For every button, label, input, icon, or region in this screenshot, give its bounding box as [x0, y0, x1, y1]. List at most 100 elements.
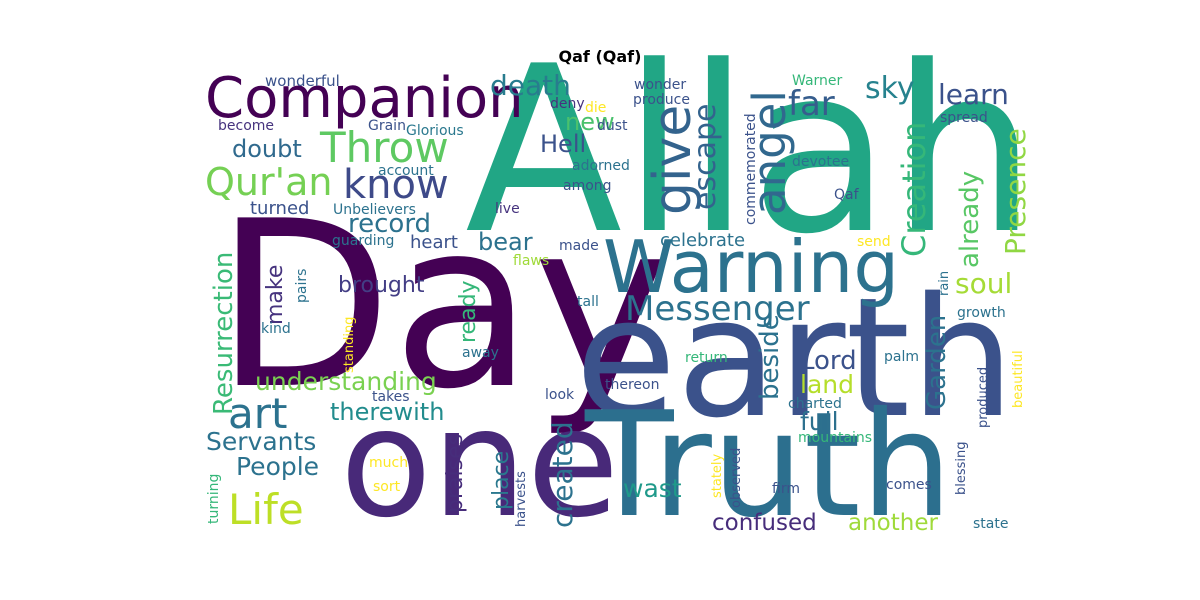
word-another: another	[848, 510, 938, 536]
word-tall: tall	[577, 294, 599, 310]
word-lord: Lord	[800, 346, 857, 376]
word-blessing: blessing	[954, 441, 969, 495]
word-earth: earth	[575, 262, 1015, 454]
word-spread: spread	[940, 110, 988, 126]
word-brought: brought	[338, 273, 425, 298]
word-confused: confused	[712, 510, 817, 536]
word-doubt: doubt	[232, 135, 302, 163]
word-sort: sort	[373, 479, 401, 495]
word-created: created	[546, 421, 579, 528]
word-sky: sky	[865, 71, 915, 106]
word-qaf: Qaf	[834, 187, 860, 203]
word-allah: Allah	[465, 18, 1037, 285]
word-made: made	[559, 238, 599, 254]
word-ready: ready	[456, 280, 481, 343]
word-warning: Warning	[603, 225, 899, 309]
word-away: away	[462, 345, 499, 361]
word-among: among	[563, 178, 612, 194]
word-hell: Hell	[540, 130, 586, 158]
word-land: land	[800, 370, 854, 399]
word-day: Day	[215, 173, 669, 440]
word-praises: praises	[443, 434, 468, 513]
word-produced: produced	[976, 367, 991, 428]
word-unbelievers: Unbelievers	[333, 202, 416, 218]
word-throw: Throw	[319, 123, 449, 172]
word-send: send	[857, 234, 891, 250]
word-qur-an: Qur'an	[205, 160, 332, 204]
word-glorious: Glorious	[406, 123, 464, 139]
word-takes: takes	[372, 389, 410, 405]
word-charted: charted	[788, 396, 842, 412]
word-return: return	[685, 350, 728, 366]
word-know: know	[343, 162, 449, 208]
word-observed: observed	[729, 448, 744, 508]
word-place: place	[489, 451, 514, 510]
word-comes: comes	[886, 477, 932, 493]
word-dust: dust	[597, 118, 628, 134]
word-thereon: thereon	[605, 377, 659, 393]
word-turning: turning	[206, 474, 222, 524]
word-wonder: wonder	[634, 77, 686, 93]
word-new: new	[565, 108, 615, 136]
word-commemorated: commemorated	[743, 113, 759, 225]
word-harvests: harvests	[514, 471, 529, 527]
word-truth: Truth	[584, 381, 953, 550]
word-guarding: guarding	[332, 233, 394, 249]
word-deny: deny	[550, 96, 585, 112]
word-people: People	[236, 452, 319, 481]
word-learn: learn	[938, 78, 1009, 111]
word-give: give	[643, 105, 703, 215]
word-pairs: pairs	[294, 269, 310, 303]
word-already: already	[955, 171, 985, 268]
word-life: Life	[228, 485, 304, 534]
word-heart: heart	[410, 232, 458, 253]
word-understanding: understanding	[255, 367, 437, 396]
word-presence: Presence	[999, 128, 1032, 255]
word-firm: firm	[772, 481, 800, 497]
word-companion: Companion	[205, 66, 524, 131]
word-flaws: flaws	[513, 253, 549, 269]
word-servants: Servants	[206, 427, 316, 456]
word-devotee: devotee	[792, 154, 849, 170]
word-produce: produce	[633, 92, 690, 108]
word-wast: wast	[623, 474, 682, 503]
word-kind: kind	[261, 321, 291, 337]
word-warner: Warner	[792, 73, 843, 89]
chart-title: Qaf (Qaf)	[558, 47, 642, 66]
word-die: die	[585, 100, 606, 116]
word-live: live	[495, 201, 520, 217]
word-beside: beside	[755, 314, 785, 400]
word-therewith: therewith	[330, 398, 444, 426]
word-stately: stately	[710, 453, 725, 498]
word-beautiful: beautiful	[1011, 350, 1026, 408]
word-record: record	[348, 209, 431, 239]
word-rain: rain	[937, 271, 952, 296]
word-much: much	[369, 455, 408, 471]
word-creation: Creation	[895, 122, 933, 257]
word-adorned: adorned	[572, 158, 630, 174]
word-art: art	[228, 389, 287, 438]
word-become: become	[218, 118, 274, 134]
word-angel: angel	[743, 90, 796, 215]
word-growth: growth	[957, 305, 1006, 321]
word-soul: soul	[955, 267, 1012, 300]
word-death: death	[490, 69, 571, 102]
word-state: state	[973, 516, 1008, 532]
word-resurrection: Resurrection	[209, 252, 239, 415]
word-celebrate: celebrate	[660, 230, 745, 251]
word-wonderful: wonderful	[265, 72, 340, 90]
word-standing: standing	[342, 317, 357, 373]
word-make: make	[263, 265, 288, 325]
word-garden: Garden	[922, 315, 952, 410]
word-turned: turned	[250, 198, 309, 219]
word-mountains: mountains	[798, 430, 872, 446]
word-messenger: Messenger	[625, 289, 810, 329]
word-grain: Grain	[368, 118, 406, 134]
word-account: account	[378, 163, 434, 179]
word-one: one	[340, 377, 619, 551]
word-bear: bear	[478, 228, 533, 256]
word-escape: escape	[688, 104, 723, 210]
word-look: look	[545, 387, 575, 403]
word-far: far	[788, 84, 835, 124]
